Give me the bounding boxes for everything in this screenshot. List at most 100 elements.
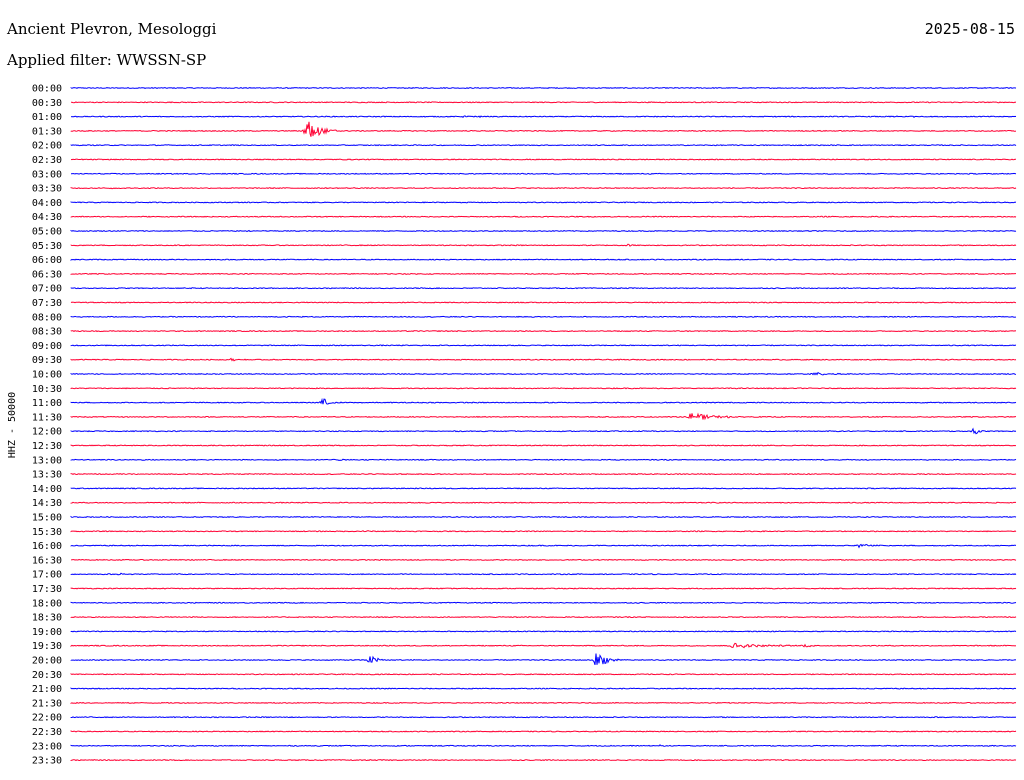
row-time-label: 17:30: [32, 584, 62, 595]
row-time-label: 19:00: [32, 627, 62, 638]
station-title: Ancient Plevron, Mesologgi: [7, 20, 217, 38]
trace-row-0100: [70, 115, 1017, 119]
trace-row-0700: [70, 287, 1016, 290]
row-time-label: 12:00: [32, 427, 62, 438]
row-time-label: 00:30: [32, 98, 62, 109]
row-time-label: 01:30: [32, 126, 62, 137]
trace-row-0600: [70, 258, 1017, 261]
row-time-label: 13:30: [32, 470, 62, 481]
trace-row-1730: [70, 587, 1017, 590]
row-time-label: 04:00: [32, 198, 62, 209]
filter-label: Applied filter: WWSSN-SP: [7, 51, 207, 69]
trace-row-1130: [70, 412, 1017, 421]
trace-row-0030: [71, 101, 1017, 104]
trace-row-0230: [70, 158, 1017, 161]
row-time-label: 09:30: [32, 355, 62, 366]
trace-row-0530: [70, 243, 1017, 247]
row-time-label: 07:30: [32, 298, 62, 309]
row-time-label: 09:00: [32, 341, 62, 352]
row-time-label: 02:00: [32, 141, 62, 152]
row-time-label: 14:00: [32, 484, 62, 495]
row-time-label: 21:00: [32, 684, 62, 695]
trace-row-1300: [70, 458, 1017, 462]
trace-row-2230: [70, 730, 1017, 733]
row-time-label: 11:30: [32, 412, 62, 423]
trace-row-1200: [70, 427, 1017, 435]
time-axis-labels: 00:00 00:30 01:00 01:30 02:00 02:30 03:00 03:30…: [32, 84, 62, 767]
trace-row-2200: [70, 716, 1017, 719]
date-label: 2025-08-15: [924, 20, 1015, 38]
row-time-label: 06:00: [32, 255, 62, 266]
trace-row-0630: [70, 272, 1016, 275]
trace-row-1000: [70, 371, 1017, 376]
row-time-label: 01:00: [32, 112, 62, 123]
trace-row-1500: [70, 515, 1017, 519]
row-time-label: 22:30: [32, 727, 62, 738]
row-time-label: 00:00: [32, 84, 62, 95]
row-time-label: 20:00: [32, 656, 62, 667]
trace-row-1600: [70, 543, 1017, 549]
row-time-label: 17:00: [32, 570, 62, 581]
trace-row-1830: [70, 616, 1017, 619]
trace-row-2300: [70, 744, 1017, 747]
trace-row-0130: [70, 121, 1017, 137]
row-time-label: 05:30: [32, 241, 62, 252]
trace-row-2330: [70, 759, 1017, 762]
row-time-label: 04:30: [32, 212, 62, 223]
row-time-label: 16:00: [32, 541, 62, 552]
trace-row-1530: [70, 530, 1017, 533]
row-time-label: 06:30: [32, 269, 62, 280]
trace-row-0200: [70, 144, 1017, 147]
trace-row-0000: [70, 86, 1017, 90]
trace-row-2130: [70, 701, 1017, 704]
row-time-label: 20:30: [32, 670, 62, 681]
trace-row-0400: [70, 201, 1017, 204]
trace-row-2030: [70, 673, 1017, 676]
row-time-label: 08:30: [32, 327, 62, 338]
row-time-label: 03:00: [32, 169, 62, 180]
row-time-label: 10:30: [32, 384, 62, 395]
row-time-label: 14:30: [32, 498, 62, 509]
trace-row-0900: [70, 344, 1017, 347]
row-time-label: 10:00: [32, 370, 62, 381]
y-axis-label: HHZ - 50000: [7, 392, 18, 458]
trace-row-1330: [70, 473, 1017, 476]
row-time-label: 07:00: [32, 284, 62, 295]
row-time-label: 23:30: [32, 756, 62, 767]
trace-row-0300: [71, 172, 1017, 175]
row-time-label: 18:00: [32, 598, 62, 609]
trace-row-2000: [70, 653, 1017, 666]
row-time-label: 15:00: [32, 513, 62, 524]
trace-row-1100: [70, 397, 1017, 405]
trace-row-0930: [70, 357, 1017, 362]
trace-row-1630: [70, 558, 1017, 561]
trace-lines: [70, 86, 1017, 762]
trace-row-1900: [70, 630, 1017, 633]
row-time-label: 02:30: [32, 155, 62, 166]
trace-row-2100: [70, 687, 1017, 690]
row-time-label: 16:30: [32, 555, 62, 566]
trace-row-1430: [70, 501, 1017, 504]
row-time-label: 13:00: [32, 455, 62, 466]
trace-row-0830: [70, 330, 1017, 333]
trace-row-0430: [70, 215, 1017, 218]
row-time-label: 05:00: [32, 227, 62, 238]
row-time-label: 21:30: [32, 698, 62, 709]
row-time-label: 18:30: [32, 613, 62, 624]
trace-row-1030: [70, 387, 1017, 390]
trace-row-1930: [70, 642, 1017, 649]
row-time-label: 19:30: [32, 641, 62, 652]
row-time-label: 12:30: [32, 441, 62, 452]
trace-row-1700: [70, 572, 1017, 576]
row-time-label: 03:30: [32, 184, 62, 195]
trace-row-0730: [70, 301, 1017, 304]
trace-row-0330: [70, 187, 1017, 190]
trace-row-1800: [70, 601, 1017, 604]
row-time-label: 22:00: [32, 713, 62, 724]
trace-row-1400: [70, 487, 1017, 490]
row-time-label: 08:00: [32, 312, 62, 323]
trace-row-0500: [70, 229, 1017, 233]
trace-row-1230: [70, 444, 1016, 447]
row-time-label: 11:00: [32, 398, 62, 409]
